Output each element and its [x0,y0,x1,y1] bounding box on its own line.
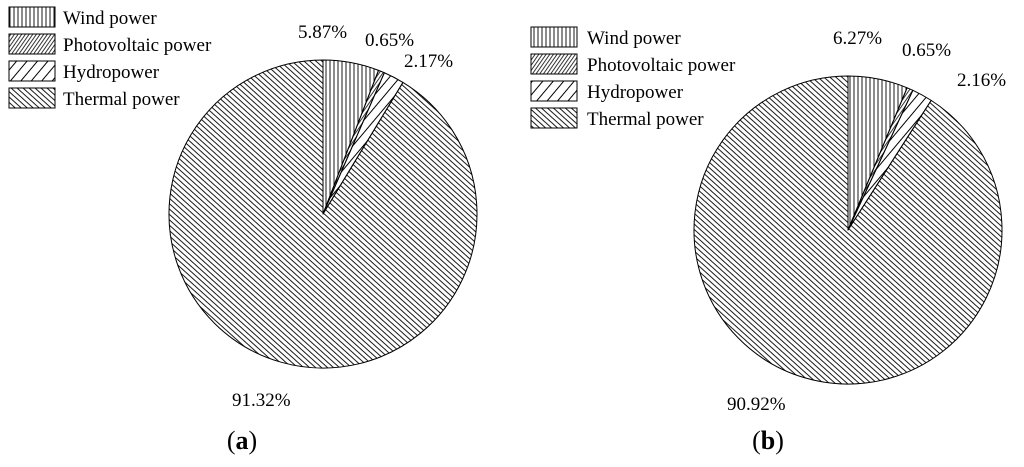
legend-b-label-thermal: Thermal power [587,109,704,130]
legend-b-label-wind: Wind power [587,28,681,49]
pie-a-slices [168,59,478,369]
pie-a-label-thermal: 91.32% [232,390,291,411]
legend-b-swatch-wind [530,26,578,48]
legend-b-swatch-hydro [530,80,578,102]
pie-b-label-thermal: 90.92% [727,394,786,415]
pie-b-label-hydro: 2.16% [957,70,1006,91]
legend-a-swatch-wind [8,6,56,28]
legend-b-swatch-thermal [530,107,578,129]
pie-a-label-pv: 0.65% [365,30,414,51]
pie-b-slices [693,75,1003,385]
panel-label-a: (a) [227,426,257,455]
legend-a-swatch-hydro [8,60,56,82]
legend-b-label-pv: Photovoltaic power [587,55,736,76]
legend-b-label-hydro: Hydropower [587,82,684,103]
legend-a-label-pv: Photovoltaic power [63,35,212,56]
pie-a-label-hydro: 2.17% [404,51,453,72]
panel-label-b: (b) [752,426,784,455]
pie-b-legend: Wind power Photovoltaic power Hydropower… [530,26,736,130]
pie-chart-a: Wind power Photovoltaic power Hydropower… [8,6,478,455]
pie-b-slice-thermal [693,75,1003,385]
legend-a-label-thermal: Thermal power [63,89,180,110]
legend-a-swatch-pv [8,33,56,55]
legend-a-swatch-thermal [8,87,56,109]
legend-a-label-hydro: Hydropower [63,62,160,83]
legend-a-label-wind: Wind power [63,8,157,29]
pie-b-label-wind: 6.27% [833,28,882,49]
pie-chart-b: Wind power Photovoltaic power Hydropower… [530,26,1006,455]
pie-a-label-wind: 5.87% [298,22,347,43]
pie-b-label-pv: 0.65% [902,40,951,61]
pie-a-legend: Wind power Photovoltaic power Hydropower… [8,6,212,110]
legend-b-swatch-pv [530,53,578,75]
pie-a-slice-thermal [168,59,478,369]
